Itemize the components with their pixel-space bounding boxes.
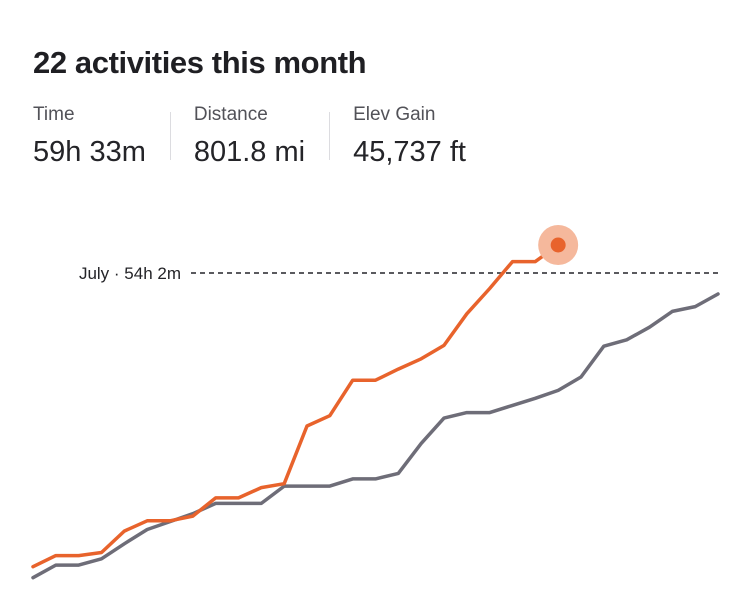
page-title: 22 activities this month [33,45,367,80]
stats-row: Time 59h 33m Distance 801.8 mi Elev Gain… [33,104,466,169]
stat-distance: Distance 801.8 mi [194,104,305,169]
series-current-line [31,243,560,569]
series-previous-line [31,292,720,580]
current-marker-dot[interactable] [550,237,566,253]
stat-elev-gain: Elev Gain 45,737 ft [353,104,466,169]
stat-time-value: 59h 33m [33,136,146,168]
stat-divider [329,112,331,160]
stat-elev-gain-value: 45,737 ft [353,136,466,168]
stat-time-label: Time [33,104,75,125]
stat-time: Time 59h 33m [33,104,146,169]
stat-distance-label: Distance [193,104,268,125]
stat-divider [169,112,171,160]
stat-distance-value: 801.8 mi [193,136,306,168]
reference-label: July · 54h 2m [79,264,181,283]
stat-elev-gain-label: Elev Gain [353,104,436,125]
